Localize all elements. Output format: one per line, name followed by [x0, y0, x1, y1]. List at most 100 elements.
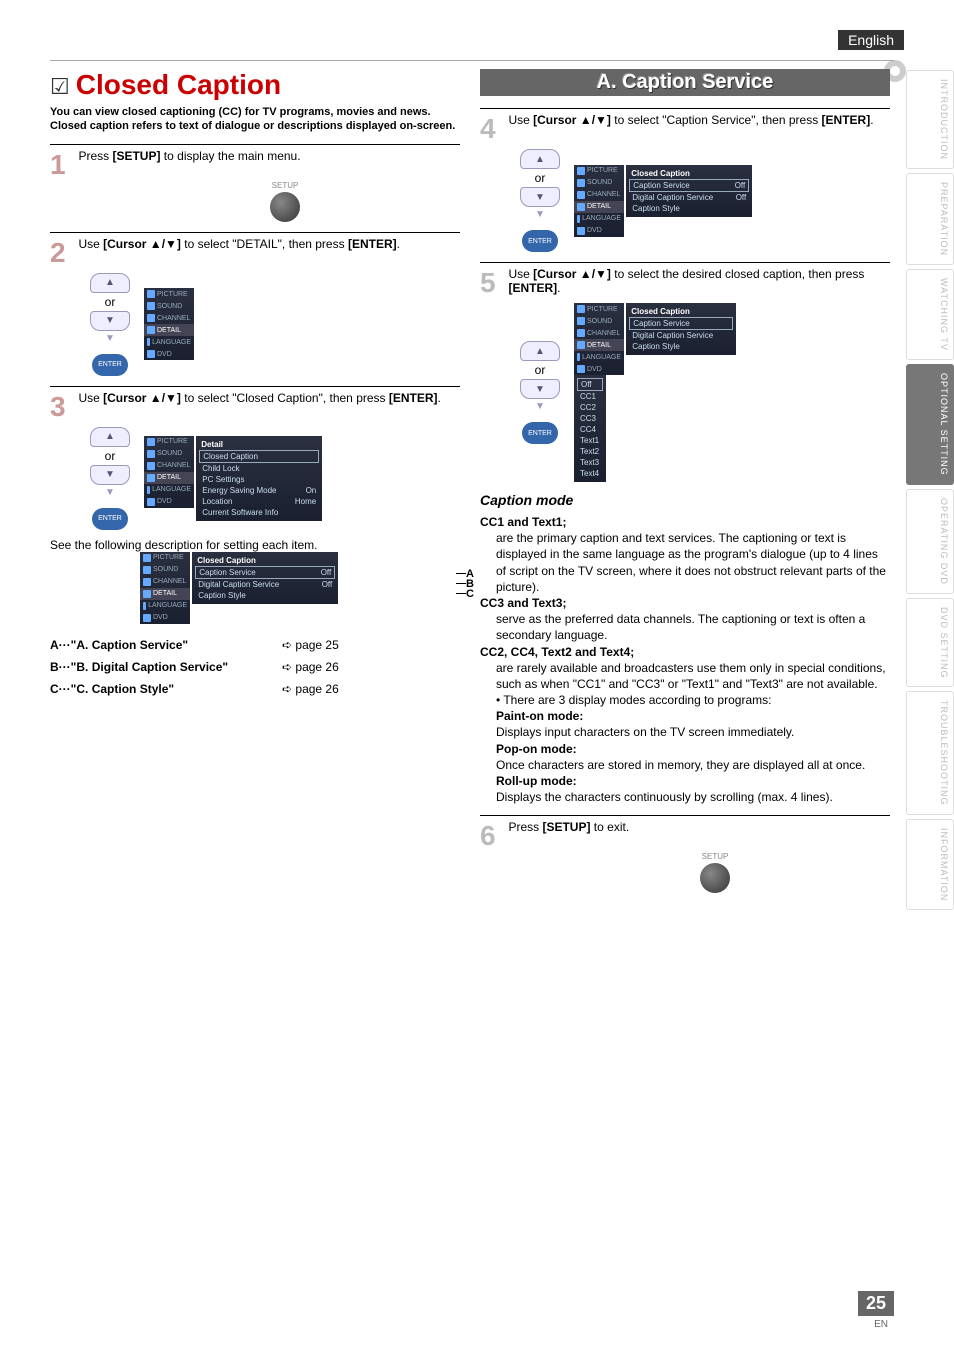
setup-button-icon: [270, 192, 300, 222]
s3a: Use: [78, 391, 103, 405]
step-1-text-a: Press: [78, 149, 112, 163]
osd-step3: PICTURE SOUND CHANNEL DETAIL LANGUAGE DV…: [144, 436, 324, 521]
osd-l: LANGUAGE: [152, 486, 191, 493]
osd-dvd: DVD: [157, 498, 172, 505]
s3k2: [ENTER]: [389, 391, 438, 405]
osd-tab-sound: SOUND: [157, 303, 182, 310]
checkbox-icon: ☑: [50, 74, 70, 100]
caption-mode-heading: Caption mode: [480, 492, 890, 508]
setup-button-icon: [700, 863, 730, 893]
overview-note: See the following description for settin…: [50, 538, 460, 552]
cursor-down-icon: ▼: [520, 379, 560, 399]
step-2: 2 Use [Cursor ▲/▼] to select "DETAIL", t…: [50, 232, 460, 376]
tab-optional-setting: OPTIONAL SETTING: [906, 364, 954, 485]
osd-tab-detail: DETAIL: [157, 327, 181, 334]
s2c: .: [397, 237, 400, 251]
step-6-num: 6: [480, 820, 504, 852]
language-badge: English: [838, 30, 904, 50]
s2a: Use: [78, 237, 103, 251]
osd-tab-dvd: DVD: [157, 351, 172, 358]
osd-row: PC Settings: [202, 475, 244, 484]
side-tabs: INTRODUCTION PREPARATION WATCHING TV OPT…: [906, 70, 954, 910]
ref-c: "C. Caption Style": [71, 682, 174, 696]
osd-c: CHANNEL: [157, 462, 190, 469]
page-content: ☑ Closed Caption You can view closed cap…: [50, 60, 894, 893]
cc3-body: serve as the preferred data channels. Th…: [480, 611, 890, 643]
enter-button-icon: ENTER: [522, 230, 558, 252]
s2k: [Cursor ▲/▼]: [103, 237, 181, 251]
cursor-up-icon: ▲: [90, 273, 130, 293]
roll-up-title: Roll-up mode:: [496, 774, 577, 788]
osd-s: SOUND: [157, 450, 182, 457]
tab-dvd-setting: DVD SETTING: [906, 598, 954, 688]
s3k: [Cursor ▲/▼]: [103, 391, 181, 405]
right-column: A. Caption Service 4 Use [Cursor ▲/▼] to…: [480, 69, 890, 893]
enter-button-icon: ENTER: [522, 422, 558, 444]
ref-b: "B. Digital Caption Service": [71, 660, 228, 674]
step-6: 6 Press [SETUP] to exit. SETUP: [480, 815, 890, 893]
step-3-num: 3: [50, 391, 74, 423]
s2k2: [ENTER]: [348, 237, 397, 251]
step-4-num: 4: [480, 113, 504, 145]
roll-up-body: Displays the characters continuously by …: [480, 789, 890, 805]
osd-tab-picture: PICTURE: [157, 291, 188, 298]
osd-row: Location: [202, 497, 232, 506]
osd-d: DETAIL: [157, 474, 181, 481]
paint-on-title: Paint-on mode:: [496, 709, 583, 723]
step-5-num: 5: [480, 267, 504, 299]
enter-button-icon: ENTER: [92, 508, 128, 530]
cursor-up-icon: ▲: [520, 149, 560, 169]
tab-watching-tv: WATCHING TV: [906, 269, 954, 360]
osd-step5: PICTURE SOUND CHANNEL DETAIL LANGUAGE DV…: [574, 303, 774, 482]
setup-label: SETUP: [702, 852, 729, 861]
osd-step2: PICTURE SOUND CHANNEL DETAIL LANGUAGE DV…: [144, 288, 324, 360]
tab-introduction: INTRODUCTION: [906, 70, 954, 169]
or-text: or: [105, 449, 116, 463]
cursor-up-icon: ▲: [90, 427, 130, 447]
cursor-down-icon: ▼: [520, 187, 560, 207]
cc1-title: CC1 and Text1;: [480, 515, 566, 529]
caption-service-header: A. Caption Service: [480, 69, 890, 96]
osd-row: Closed Caption: [203, 452, 258, 461]
osd-cc-title: Closed Caption: [195, 555, 335, 566]
paint-on-body: Displays input characters on the TV scre…: [480, 724, 890, 740]
ref-a-page: ➪ page 25: [282, 638, 339, 652]
cc2-body: are rarely available and broadcasters us…: [480, 660, 890, 692]
cursor-up-icon: ▲: [520, 341, 560, 361]
step-5: 5 Use [Cursor ▲/▼] to select the desired…: [480, 262, 890, 482]
pop-on-body: Once characters are stored in memory, th…: [480, 757, 890, 773]
ref-table: A···"A. Caption Service"➪ page 25 B···"B…: [50, 638, 460, 696]
step-4: 4 Use [Cursor ▲/▼] to select "Caption Se…: [480, 108, 890, 252]
cc1-body: are the primary caption and text service…: [480, 530, 890, 595]
or-text: or: [105, 295, 116, 309]
intro-text: You can view closed captioning (CC) for …: [50, 105, 460, 134]
page-lang-code: EN: [874, 1319, 888, 1330]
osd-step4: PICTURE SOUND CHANNEL DETAIL LANGUAGE DV…: [574, 165, 754, 237]
osd-tab-language: LANGUAGE: [152, 339, 191, 346]
pop-on-title: Pop-on mode:: [496, 742, 577, 756]
tab-operating-dvd: OPERATING DVD: [906, 489, 954, 594]
ref-b-page: ➪ page 26: [282, 660, 339, 674]
cursor-down-icon: ▼: [90, 311, 130, 331]
ref-a: "A. Caption Service": [71, 638, 188, 652]
step-3: 3 Use [Cursor ▲/▼] to select "Closed Cap…: [50, 386, 460, 530]
ref-c-page: ➪ page 26: [282, 682, 339, 696]
cc3-title: CC3 and Text3;: [480, 596, 566, 610]
osd-overview: PICTURE SOUND CHANNEL DETAIL LANGUAGE DV…: [140, 552, 460, 624]
osd-tab-channel: CHANNEL: [157, 315, 190, 322]
tab-troubleshooting: TROUBLESHOOTING: [906, 691, 954, 815]
osd-row: Energy Saving Mode: [202, 486, 276, 495]
setup-label: SETUP: [272, 181, 299, 190]
step-1-num: 1: [50, 149, 74, 181]
s2b: to select "DETAIL", then press: [181, 237, 348, 251]
bullet: • There are 3 display modes according to…: [480, 692, 890, 708]
osd-row: Current Software Info: [202, 508, 278, 517]
cc2-title: CC2, CC4, Text2 and Text4;: [480, 645, 634, 659]
osd-row: Child Lock: [202, 464, 239, 473]
tab-information: INFORMATION: [906, 819, 954, 910]
s3b: to select "Closed Caption", then press: [181, 391, 389, 405]
step-1-key: [SETUP]: [112, 149, 160, 163]
osd-detail-title: Detail: [199, 439, 319, 450]
osd-p: PICTURE: [157, 438, 188, 445]
step-2-num: 2: [50, 237, 74, 269]
